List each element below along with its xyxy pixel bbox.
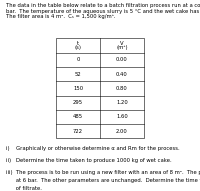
Text: at 6 bar.  The other parameters are unchanged.  Determine the time taken to filt: at 6 bar. The other parameters are uncha… xyxy=(6,178,200,183)
Text: 0.40: 0.40 xyxy=(116,71,128,77)
Text: The data in the table below relate to a batch filtration process run at a consta: The data in the table below relate to a … xyxy=(6,3,200,8)
Text: 485: 485 xyxy=(73,114,83,120)
Text: (m³): (m³) xyxy=(116,45,128,50)
Text: i)    Graphically or otherwise determine α and Rm for the process.: i) Graphically or otherwise determine α … xyxy=(6,146,180,151)
Text: 150: 150 xyxy=(73,86,83,91)
Text: bar.  The temperature of the aqueous slurry is 5 °C and the wet cake has an LOD : bar. The temperature of the aqueous slur… xyxy=(6,9,200,14)
Text: 2.00: 2.00 xyxy=(116,129,128,134)
Text: ii)   Determine the time taken to produce 1000 kg of wet cake.: ii) Determine the time taken to produce … xyxy=(6,158,172,163)
Text: iii)  The process is to be run using a new filter with an area of 8 m².  The pro: iii) The process is to be run using a ne… xyxy=(6,170,200,175)
Text: 295: 295 xyxy=(73,100,83,105)
Bar xyxy=(56,38,144,138)
Text: of filtrate.: of filtrate. xyxy=(6,185,42,191)
Text: 0: 0 xyxy=(76,57,80,62)
Text: 0.00: 0.00 xyxy=(116,57,128,62)
Text: 52: 52 xyxy=(75,71,81,77)
Text: (s): (s) xyxy=(74,45,82,50)
Text: The filter area is 4 m².  Cₛ = 1,500 kg/m³.: The filter area is 4 m². Cₛ = 1,500 kg/m… xyxy=(6,14,116,19)
Text: t: t xyxy=(77,41,79,46)
Text: 0.80: 0.80 xyxy=(116,86,128,91)
Text: 1.20: 1.20 xyxy=(116,100,128,105)
Text: V: V xyxy=(120,41,124,46)
Text: 1.60: 1.60 xyxy=(116,114,128,120)
Text: 722: 722 xyxy=(73,129,83,134)
